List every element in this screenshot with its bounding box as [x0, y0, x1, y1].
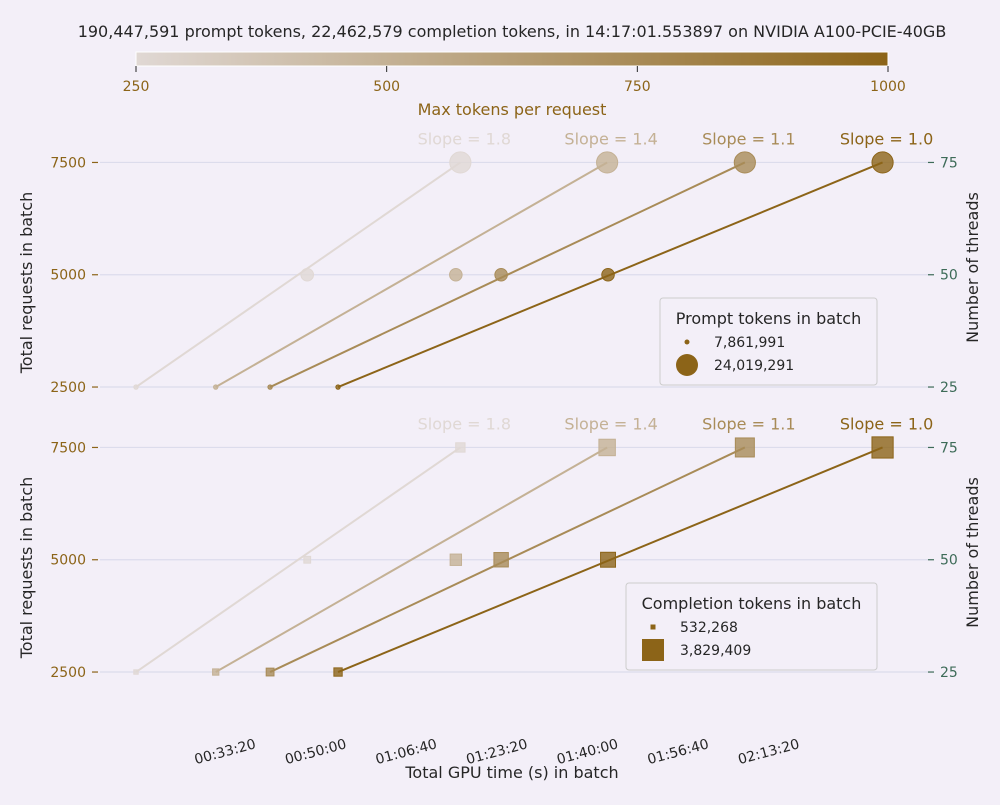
colorbar-gradient — [135, 51, 889, 67]
series-750: Slope = 1.1 — [265, 414, 796, 677]
legend-entry: 532,268 — [680, 620, 738, 636]
data-point — [335, 384, 341, 390]
slope-annotation: Slope = 1.0 — [840, 129, 933, 148]
legend-title: Prompt tokens in batch — [676, 309, 862, 328]
series-line — [135, 446, 461, 673]
x-tick-label: 00:33:20 — [193, 736, 258, 768]
legend-marker-large — [642, 639, 664, 661]
data-point — [596, 151, 619, 174]
slope-annotation: Slope = 1.1 — [702, 414, 795, 433]
legend-marker-small — [650, 624, 656, 630]
slope-annotation: Slope = 1.1 — [702, 129, 795, 148]
data-point — [600, 551, 617, 568]
y-tick-label: 2500 — [50, 380, 86, 396]
colorbar-label: Max tokens per request — [418, 100, 607, 119]
x-tick-label: 02:13:20 — [736, 736, 801, 768]
legend-box — [659, 297, 878, 386]
slope-annotation: Slope = 1.0 — [840, 414, 933, 433]
data-point — [449, 267, 463, 282]
y2-tick-label: 50 — [940, 268, 958, 284]
data-point — [455, 442, 466, 453]
y2-axis-label: Number of threads — [963, 192, 982, 343]
legend: Completion tokens in batch 532,268 3,829,4… — [625, 582, 878, 671]
y2-tick-label: 75 — [940, 440, 958, 456]
colorbar-tick-label: 250 — [123, 79, 150, 95]
colorbar-tick-label: 1000 — [870, 79, 906, 95]
y2-tick-label: 50 — [940, 553, 958, 569]
data-point — [734, 437, 755, 458]
series-250: Slope = 1.8 — [133, 414, 511, 675]
y-tick-label: 2500 — [50, 665, 86, 681]
series-line — [215, 446, 608, 673]
legend-title: Completion tokens in batch — [642, 594, 862, 613]
data-point — [493, 552, 509, 568]
series-line — [215, 161, 608, 388]
data-point — [133, 384, 139, 390]
colorbar: 250 500 750 1000 Max tokens per request — [123, 51, 906, 119]
x-tick-label: 00:50:00 — [283, 736, 348, 768]
data-point — [303, 555, 312, 564]
data-point — [598, 438, 616, 457]
figure-title: 190,447,591 prompt tokens, 22,462,579 co… — [78, 22, 947, 41]
legend-entry: 3,829,409 — [680, 643, 751, 659]
data-point — [212, 668, 220, 676]
x-axis-label: Total GPU time (s) in batch — [404, 763, 618, 782]
series-750: Slope = 1.1 — [267, 129, 796, 390]
colorbar-tick-label: 750 — [624, 79, 651, 95]
data-point — [133, 669, 139, 675]
data-point — [213, 384, 219, 390]
legend-entry: 24,019,291 — [714, 358, 794, 374]
y-tick-label: 5000 — [50, 268, 86, 284]
data-point — [494, 267, 508, 282]
legend-marker-large — [676, 354, 698, 376]
slope-annotation: Slope = 1.8 — [418, 414, 511, 433]
legend-entry: 7,861,991 — [714, 335, 785, 351]
data-point — [267, 384, 273, 390]
x-tick-label: 01:56:40 — [646, 736, 711, 768]
y-tick-label: 7500 — [50, 440, 86, 456]
series-line — [135, 161, 461, 388]
data-point — [871, 436, 894, 459]
data-point — [333, 667, 343, 677]
y2-axis-label: Number of threads — [963, 477, 982, 628]
y2-tick-label: 75 — [940, 155, 958, 171]
data-point — [300, 267, 315, 282]
data-point — [871, 151, 894, 174]
slope-annotation: Slope = 1.4 — [564, 414, 657, 433]
y2-tick-label: 25 — [940, 665, 958, 681]
slope-annotation: Slope = 1.8 — [418, 129, 511, 148]
data-point — [265, 667, 275, 677]
slope-annotation: Slope = 1.4 — [564, 129, 657, 148]
data-point — [449, 553, 463, 566]
legend-marker-small — [684, 339, 690, 345]
colorbar-tick-label: 500 — [373, 79, 400, 95]
prompt-panel: 2500 5000 7500 25 50 75 Total requests in batc… — [17, 129, 982, 396]
colorbar-ticks: 250 500 750 1000 — [123, 66, 906, 95]
series-500: Slope = 1.4 — [212, 414, 658, 676]
y-axis-label: Total requests in batch — [17, 192, 36, 375]
y-axis-label: Total requests in batch — [17, 477, 36, 660]
y2-tick-label: 25 — [940, 380, 958, 396]
legend: Prompt tokens in batch 7,861,991 24,019,29… — [659, 297, 878, 386]
series-1000: Slope = 1.0 — [335, 129, 933, 390]
y-tick-label: 5000 — [50, 553, 86, 569]
completion-panel: 2500 5000 7500 25 50 75 Total requests in batc… — [17, 414, 982, 782]
data-point — [601, 267, 615, 282]
series-500: Slope = 1.4 — [213, 129, 658, 390]
series-250: Slope = 1.8 — [133, 129, 511, 390]
data-point — [449, 151, 472, 174]
legend-box — [625, 582, 878, 671]
series-1000: Slope = 1.0 — [333, 414, 933, 677]
data-point — [733, 151, 756, 174]
y-tick-label: 7500 — [50, 155, 86, 171]
